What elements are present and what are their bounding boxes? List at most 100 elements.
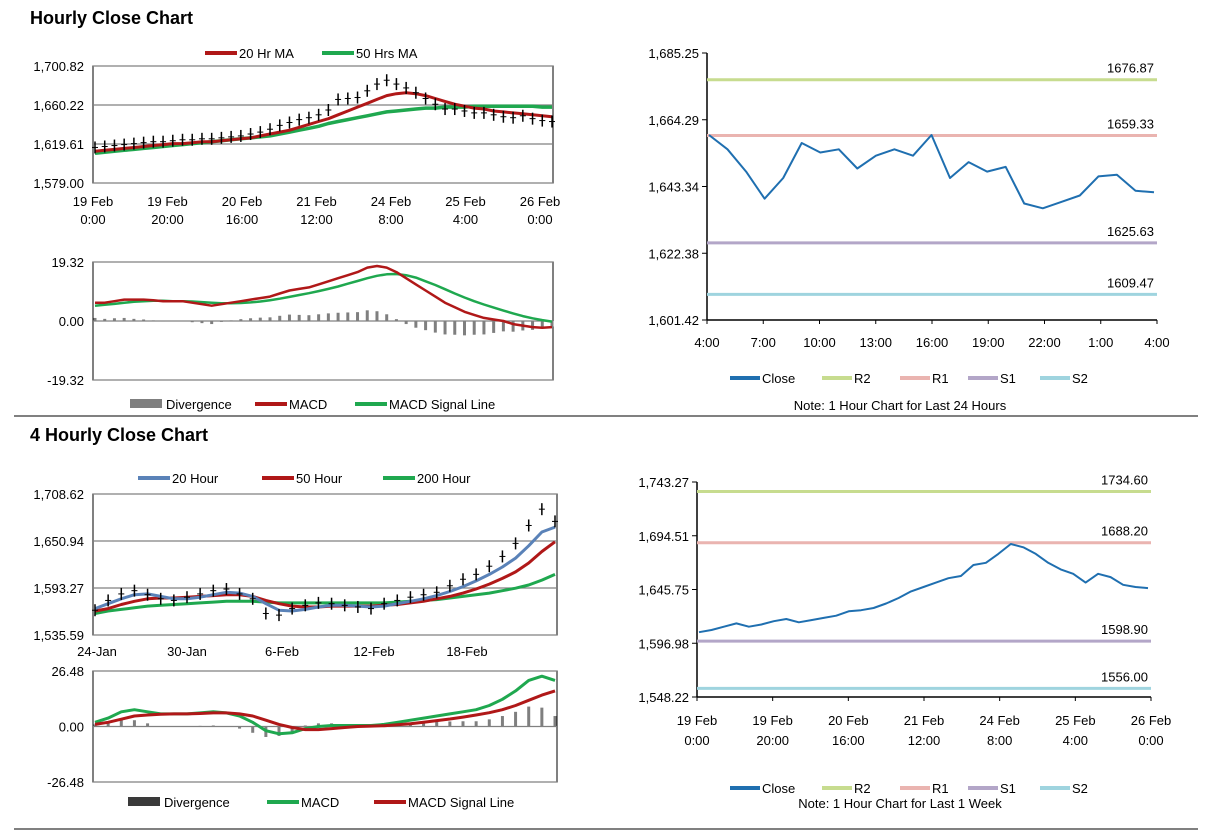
hourly-xtick-date: 25 Feb: [445, 194, 485, 209]
ma20-series-line: [94, 91, 553, 153]
hourly-levels-ytick-label: 1,601.42: [648, 313, 699, 328]
hourly-price-ytick-label: 1,700.82: [33, 59, 84, 74]
four-hourly-legend-divergence-label: Divergence: [164, 795, 230, 810]
hourly-price-ytick-label: 1,619.61: [33, 137, 84, 152]
hourly-xtick-time: 12:00: [300, 212, 333, 227]
weekly-levels-xtick-time: 4:00: [1063, 733, 1088, 748]
four-hourly-macd-series-line: [94, 674, 556, 736]
weekly-levels-legend-s2-label: S2: [1072, 781, 1088, 796]
hourly-section-title: Hourly Close Chart: [30, 8, 194, 28]
ma50-series-line: [94, 104, 552, 155]
ma20-hour-series-line: [94, 525, 556, 613]
four-hourly-xtick-label: 12-Feb: [353, 644, 394, 659]
weekly-levels-level-r2-label: 1734.60: [1101, 473, 1148, 488]
hourly-macd-ytick-label: 19.32: [51, 255, 84, 270]
four-hourly-divergence-bars: [93, 706, 557, 737]
legend-50hrs-ma-label: 50 Hrs MA: [356, 46, 418, 61]
hourly-levels-legend-r1-label: R1: [932, 371, 949, 386]
hourly-levels-legend-r2-label: R2: [854, 371, 871, 386]
hourly-levels-level-r1-label: 1659.33: [1107, 117, 1154, 132]
weekly-levels-ytick-label: 1,645.75: [638, 583, 689, 598]
legend-200-hour-label: 200 Hour: [417, 471, 471, 486]
weekly-levels-xtick-date: 21 Feb: [904, 713, 944, 728]
four-hourly-legend-macd-signal-label: MACD Signal Line: [408, 795, 514, 810]
four-hourly-macd-ytick-label: -26.48: [47, 775, 84, 790]
weekly-levels-ytick-label: 1,596.98: [638, 636, 689, 651]
weekly-levels-xtick-time: 12:00: [908, 733, 941, 748]
weekly-levels-xtick-time: 0:00: [1138, 733, 1163, 748]
ma200-series-line: [94, 573, 556, 615]
weekly-levels-xtick-time: 0:00: [684, 733, 709, 748]
hourly-levels-xtick-label: 19:00: [972, 335, 1005, 350]
four-hourly-price-frame: [92, 493, 558, 636]
hourly-levels-ytick-label: 1,622.38: [648, 246, 699, 261]
hourly-levels-legend-close-label: Close: [762, 371, 795, 386]
four-hourly-legend-divergence-swatch: [128, 797, 160, 806]
four-hourly-signal-series-line: [94, 689, 556, 732]
four-hourly-xtick-label: 30-Jan: [167, 644, 207, 659]
four-hourly-xtick-label: 24-Jan: [77, 644, 117, 659]
weekly-levels-ytick-label: 1,694.51: [638, 529, 689, 544]
weekly-levels-note: Note: 1 Hour Chart for Last 1 Week: [798, 796, 1002, 811]
four-hourly-price-ytick-label: 1,535.59: [33, 628, 84, 643]
hourly-levels-xtick-label: 7:00: [751, 335, 776, 350]
section-divider: [14, 415, 1198, 417]
legend-20hr-ma-label: 20 Hr MA: [239, 46, 294, 61]
four-hourly-price-ytick-label: 1,650.94: [33, 534, 84, 549]
hourly-xtick-date: 19 Feb: [73, 194, 113, 209]
hourly-levels-note: Note: 1 Hour Chart for Last 24 Hours: [794, 398, 1007, 413]
hourly-levels-xtick-label: 13:00: [859, 335, 892, 350]
hourly-divergence-bars: [93, 310, 554, 336]
legend-20-hour-label: 20 Hour: [172, 471, 219, 486]
hourly-xtick-time: 20:00: [151, 212, 184, 227]
hourly-xtick-time: 8:00: [378, 212, 403, 227]
hourly-xtick-date: 21 Feb: [296, 194, 336, 209]
hourly-levels-xtick-label: 1:00: [1088, 335, 1113, 350]
weekly-levels-xtick-date: 24 Feb: [979, 713, 1019, 728]
legend-divergence-swatch: [130, 399, 162, 408]
hourly-xtick-date: 24 Feb: [371, 194, 411, 209]
legend-macd-signal-label: MACD Signal Line: [389, 397, 495, 412]
legend-macd-label: MACD: [289, 397, 327, 412]
weekly-levels-ytick-label: 1,548.22: [638, 690, 689, 705]
hourly-xtick-time: 0:00: [527, 212, 552, 227]
weekly-levels-xtick-time: 20:00: [756, 733, 789, 748]
hourly-levels-close-series-line: [708, 134, 1155, 210]
four-hourly-xtick-label: 6-Feb: [265, 644, 299, 659]
hourly-levels-xtick-label: 22:00: [1028, 335, 1061, 350]
hourly-levels-xtick-label: 16:00: [916, 335, 949, 350]
hourly-levels-legend-s2-label: S2: [1072, 371, 1088, 386]
four-hourly-xtick-label: 18-Feb: [446, 644, 487, 659]
hourly-price-bars: [92, 74, 555, 154]
hourly-levels-ytick-label: 1,685.25: [648, 46, 699, 61]
weekly-levels-xtick-date: 20 Feb: [828, 713, 868, 728]
macd-signal-series-line: [94, 272, 553, 323]
four-hourly-macd-ytick-label: 26.48: [51, 664, 84, 679]
weekly-levels-legend-close-label: Close: [762, 781, 795, 796]
four-hourly-section-title: 4 Hourly Close Chart: [30, 425, 209, 445]
legend-divergence-label: Divergence: [166, 397, 232, 412]
hourly-levels-xtick-label: 4:00: [694, 335, 719, 350]
weekly-levels-close-series-line: [698, 543, 1149, 634]
hourly-xtick-date: 19 Feb: [147, 194, 187, 209]
hourly-price-ytick-label: 1,660.22: [33, 98, 84, 113]
four-hourly-price-bars: [92, 503, 558, 622]
hourly-price-ytick-label: 1,579.00: [33, 176, 84, 191]
hourly-levels-legend-s1-label: S1: [1000, 371, 1016, 386]
four-hourly-legend-macd-label: MACD: [301, 795, 339, 810]
weekly-levels-level-s1-label: 1598.90: [1101, 622, 1148, 637]
bottom-divider: [14, 828, 1198, 830]
hourly-levels-ytick-label: 1,664.29: [648, 113, 699, 128]
hourly-xtick-time: 16:00: [226, 212, 259, 227]
legend-50-hour-label: 50 Hour: [296, 471, 343, 486]
hourly-levels-ytick-label: 1,643.34: [648, 180, 699, 195]
weekly-levels-xtick-date: 26 Feb: [1131, 713, 1171, 728]
four-hourly-price-ytick-label: 1,708.62: [33, 487, 84, 502]
hourly-macd-ytick-label: 0.00: [59, 314, 84, 329]
weekly-levels-level-s2-label: 1556.00: [1101, 669, 1148, 684]
hourly-levels-xtick-label: 4:00: [1144, 335, 1169, 350]
hourly-xtick-time: 0:00: [80, 212, 105, 227]
hourly-xtick-date: 26 Feb: [520, 194, 560, 209]
hourly-levels-level-s1-label: 1625.63: [1107, 224, 1154, 239]
